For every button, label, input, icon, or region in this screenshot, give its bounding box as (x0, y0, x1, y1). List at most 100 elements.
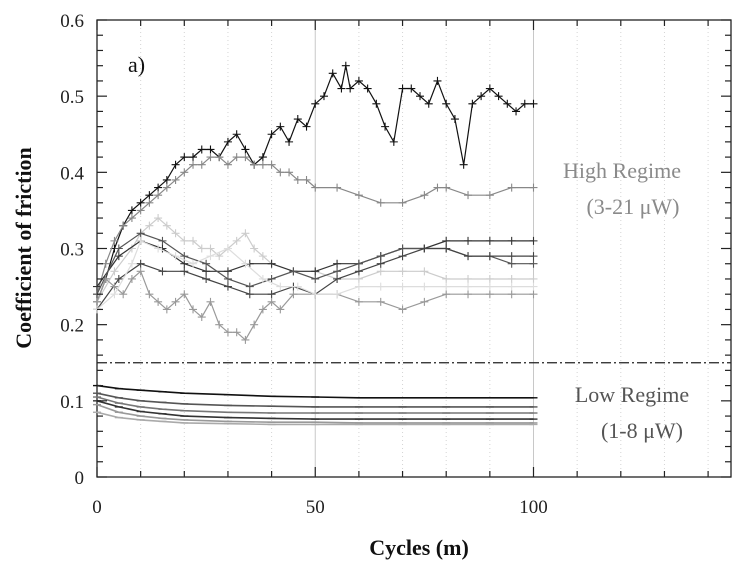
x-tick-label: 0 (92, 497, 102, 518)
data-point-marker (529, 274, 538, 283)
data-point-marker (485, 290, 494, 299)
series-low-10 (93, 396, 538, 414)
data-point-marker (512, 107, 521, 116)
data-point-marker (197, 313, 206, 322)
data-point-marker (162, 221, 171, 230)
data-point-marker (145, 221, 154, 230)
data-point-marker (154, 191, 163, 200)
data-point-marker (250, 160, 259, 169)
data-point-marker (289, 290, 298, 299)
annotation-low-regime-line2: (1-8 μW) (601, 418, 683, 443)
data-point-marker (420, 191, 429, 200)
data-point-marker (276, 168, 285, 177)
series-low-9 (93, 392, 538, 408)
data-point-marker (232, 153, 241, 162)
data-point-marker (354, 274, 363, 283)
data-point-marker (158, 236, 167, 245)
grid-lines (140, 20, 709, 477)
data-point-marker (180, 290, 189, 299)
data-point-marker (154, 244, 163, 253)
data-point-marker (346, 84, 355, 93)
data-point-marker (241, 153, 250, 162)
annotation-high-regime-line1: High Regime (563, 158, 681, 183)
data-point-marker (293, 115, 302, 124)
data-point-marker (171, 297, 180, 306)
data-point-marker (119, 290, 128, 299)
data-point-marker (93, 297, 101, 306)
data-point-marker (311, 183, 320, 192)
data-point-marker (154, 183, 163, 192)
data-point-marker (464, 274, 473, 283)
data-point-marker (311, 290, 320, 299)
x-tick-label: 100 (519, 497, 548, 518)
data-point-marker (420, 297, 429, 306)
data-point-marker (302, 175, 311, 184)
data-point-marker (372, 99, 381, 108)
data-point-marker (189, 153, 198, 162)
data-point-marker (420, 282, 429, 291)
data-point-marker (258, 274, 267, 283)
data-point-marker (136, 198, 145, 207)
data-point-marker (529, 282, 538, 291)
data-point-marker (136, 229, 145, 238)
data-point-marker (276, 305, 285, 314)
data-point-marker (485, 191, 494, 200)
data-point-marker (333, 274, 342, 283)
data-point-marker (398, 267, 407, 276)
x-axis-title: Cycles (m) (369, 535, 469, 560)
data-point-marker (407, 84, 416, 93)
data-point-marker (136, 267, 145, 276)
data-point-marker (389, 137, 398, 146)
data-point-marker (101, 259, 110, 268)
data-point-marker (433, 183, 442, 192)
data-point-marker (171, 160, 180, 169)
data-point-marker (189, 160, 198, 169)
data-point-marker (464, 290, 473, 299)
data-point-marker (180, 168, 189, 177)
data-point-marker (529, 236, 538, 245)
data-point-marker (464, 282, 473, 291)
data-point-marker (354, 191, 363, 200)
data-point-marker (311, 274, 320, 283)
data-point-marker (354, 259, 363, 268)
data-point-marker (507, 274, 516, 283)
data-point-marker (250, 320, 259, 329)
data-point-marker (223, 137, 232, 146)
data-point-marker (202, 267, 211, 276)
data-point-marker (197, 244, 206, 253)
panel-label: a) (128, 52, 145, 77)
data-point-marker (232, 236, 241, 245)
data-point-marker (376, 252, 385, 261)
data-point-marker (114, 244, 123, 253)
series-low-13 (93, 411, 538, 426)
data-point-marker (93, 282, 101, 291)
data-point-marker (507, 290, 516, 299)
series-high-7 (93, 236, 538, 314)
data-point-marker (442, 244, 451, 253)
data-point-marker (333, 267, 342, 276)
data-point-marker (485, 84, 494, 93)
data-point-marker (319, 92, 328, 101)
data-point-marker (276, 282, 285, 291)
data-point-marker (189, 305, 198, 314)
data-point-marker (154, 214, 163, 223)
series-low-11 (93, 400, 538, 420)
data-point-marker (420, 244, 429, 253)
data-point-marker (529, 252, 538, 261)
data-point-marker (285, 168, 294, 177)
data-point-marker (529, 290, 538, 299)
data-point-marker (398, 198, 407, 207)
data-point-marker (223, 160, 232, 169)
data-point-marker (311, 99, 320, 108)
data-point-marker (398, 244, 407, 253)
data-point-marker (180, 252, 189, 261)
data-point-marker (127, 206, 136, 215)
data-point-marker (507, 252, 516, 261)
data-point-marker (267, 259, 276, 268)
data-point-marker (507, 282, 516, 291)
data-point-marker (241, 335, 250, 344)
y-tick-label: 0.2 (60, 316, 84, 337)
data-point-marker (503, 99, 512, 108)
series-low-12 (93, 403, 538, 424)
data-point-marker (171, 229, 180, 238)
